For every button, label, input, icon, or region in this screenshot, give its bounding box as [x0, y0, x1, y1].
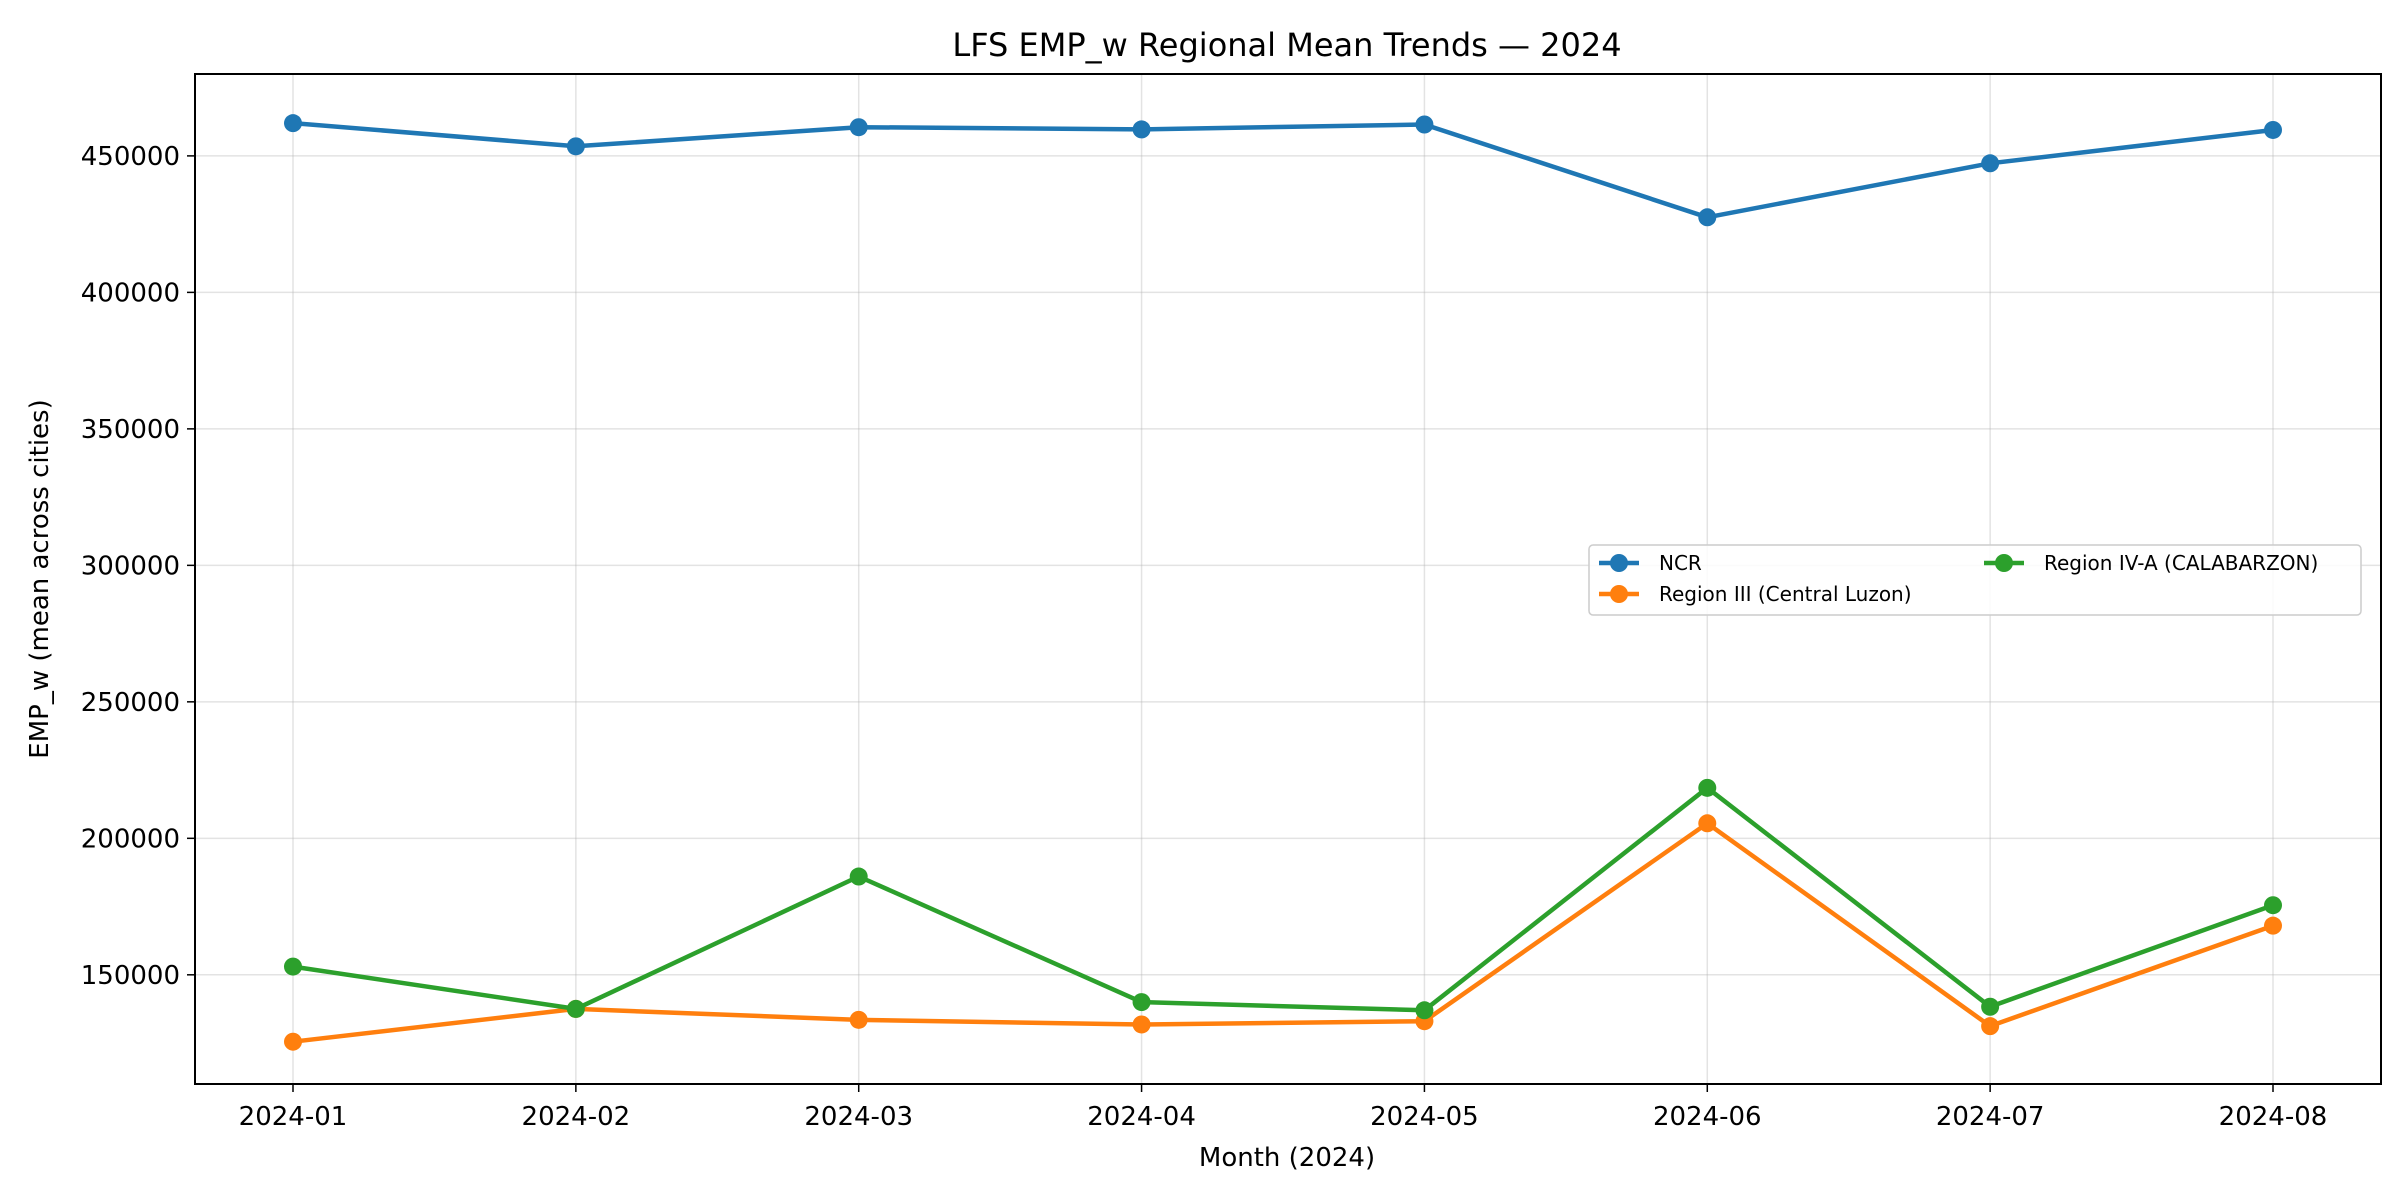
x-tick-label: 2024-06 — [1653, 1102, 1762, 1132]
data-point-series-2 — [284, 957, 302, 976]
x-tick-label: 2024-08 — [2219, 1102, 2328, 1132]
x-tick-label: 2024-01 — [239, 1102, 348, 1132]
data-point-series-2 — [566, 999, 585, 1018]
data-point-series-0 — [1132, 120, 1151, 139]
x-axis: 2024-01 2024-02 2024-03 2024-04 2024-05 2024-… — [239, 1084, 2328, 1132]
data-point-series-0 — [284, 114, 302, 133]
plot-frame — [194, 73, 2382, 1085]
data-point-series-0 — [1981, 154, 2000, 173]
y-tick-label: 250000 — [81, 688, 180, 718]
x-tick-label: 2024-02 — [522, 1102, 631, 1132]
x-tick-label: 2024-07 — [1936, 1102, 2045, 1132]
data-point-series-1 — [849, 1010, 868, 1029]
data-point-series-2 — [1698, 778, 1717, 797]
data-point-series-2 — [849, 867, 868, 886]
series-group — [284, 114, 2282, 1051]
legend-label-0: NCR — [1659, 551, 1702, 575]
y-axis-label: EMP_w (mean across cities) — [25, 399, 55, 758]
legend-marker-2 — [1995, 554, 2013, 572]
data-point-series-0 — [1415, 115, 1434, 134]
y-tick-label: 350000 — [81, 415, 180, 445]
legend-marker-1 — [1610, 585, 1628, 603]
y-axis: 150000 200000 250000 300000 350000 400000 4500… — [81, 142, 195, 991]
y-tick-label: 150000 — [81, 961, 180, 991]
data-point-series-1 — [1698, 814, 1717, 833]
data-point-series-2 — [1132, 993, 1151, 1012]
chart-title: LFS EMP_w Regional Mean Trends — 2024 — [952, 26, 1621, 64]
y-tick-label: 200000 — [81, 824, 180, 854]
y-tick-label: 450000 — [81, 142, 180, 172]
x-tick-label: 2024-03 — [804, 1102, 913, 1132]
data-point-series-1 — [1981, 1017, 2000, 1036]
data-point-series-0 — [566, 137, 585, 156]
x-tick-label: 2024-04 — [1087, 1102, 1196, 1132]
legend-box — [1588, 544, 2362, 616]
legend: NCR Region III (Central Luzon) Region IV-A… — [1588, 544, 2362, 616]
y-tick-label: 300000 — [81, 551, 180, 581]
data-point-series-0 — [1698, 208, 1717, 227]
legend-label-1: Region III (Central Luzon) — [1659, 582, 1912, 606]
legend-marker-0 — [1610, 554, 1628, 572]
x-axis-label: Month (2024) — [1199, 1143, 1375, 1173]
data-point-series-0 — [2264, 120, 2282, 139]
series-line-2 — [290, 785, 2276, 1013]
series-line-1 — [290, 821, 2276, 1044]
data-point-series-2 — [1981, 997, 2000, 1016]
y-tick-label: 400000 — [81, 278, 180, 308]
data-point-series-0 — [849, 118, 868, 137]
data-point-series-1 — [1132, 1015, 1151, 1034]
series-line-0 — [290, 120, 2276, 220]
data-point-series-1 — [2264, 916, 2282, 935]
x-tick-label: 2024-05 — [1370, 1102, 1479, 1132]
data-point-series-1 — [284, 1032, 302, 1051]
grid — [195, 74, 2381, 1084]
data-point-series-2 — [2264, 896, 2282, 915]
legend-label-2: Region IV-A (CALABARZON) — [2044, 551, 2318, 575]
data-point-series-2 — [1415, 1001, 1434, 1020]
